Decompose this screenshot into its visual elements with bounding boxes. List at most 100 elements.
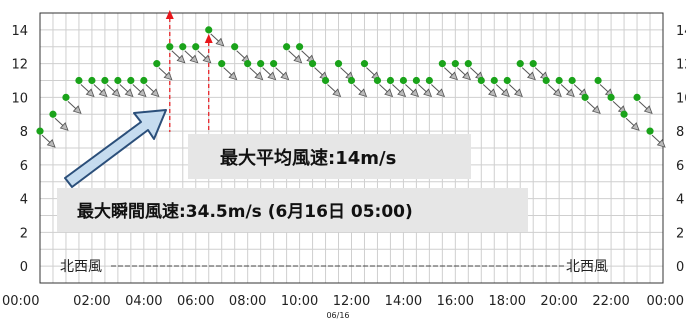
wind-arrow — [41, 134, 56, 148]
y-tick-label: 12 — [11, 58, 28, 73]
data-point — [568, 76, 576, 85]
wind-arrow-head — [358, 88, 368, 98]
wind-arrow — [119, 84, 134, 98]
y-tick-label: 6 — [20, 159, 28, 174]
data-point — [231, 43, 239, 51]
x-tick-label: 18:00 — [489, 294, 526, 309]
wind-arrow-shaft — [599, 84, 609, 93]
wind-arrow-head — [643, 105, 653, 114]
data-point — [594, 76, 602, 85]
wind-arrow — [93, 84, 108, 98]
wind-arrow — [132, 84, 147, 98]
x-tick-label: 08:00 — [229, 294, 266, 309]
x-tick-label: 04:00 — [125, 294, 162, 309]
annotation-gust-bg — [57, 188, 528, 232]
wind-arrow — [495, 84, 510, 98]
y-tick-label: 2 — [20, 226, 28, 241]
data-point — [399, 76, 408, 85]
wind-arrow-shaft — [418, 84, 427, 93]
gust-triangle — [165, 10, 174, 19]
wind-arrow-shaft — [456, 67, 466, 76]
data-point — [244, 60, 252, 68]
wind-arrow-shaft — [197, 50, 206, 59]
data-point — [412, 76, 420, 85]
y-tick-label-right: 12 — [676, 58, 686, 73]
y-tick-label-right: 4 — [676, 193, 684, 208]
wind-arrow-head — [462, 71, 471, 81]
wind-arrow-shaft — [184, 50, 193, 59]
wind-arrow-head — [410, 88, 420, 98]
wind-arrow — [288, 50, 303, 64]
data-point — [581, 93, 589, 101]
wind-arrow-head — [267, 71, 277, 81]
y-tick-label: 10 — [11, 91, 28, 106]
wind-arrow-shaft — [132, 84, 142, 93]
annotation-gust-text: 最大瞬間風速:34.5m/s (6月16日 05:00) — [77, 201, 413, 222]
x-axis: 00:00 02:00 04:00 06:00 08:00 10:00 12:00 14:00… — [2, 294, 684, 309]
x-tick-label: 06:00 — [177, 294, 214, 309]
y-tick-label-right: 8 — [676, 125, 684, 140]
wind-arrow-shaft — [534, 67, 544, 76]
data-point — [308, 60, 317, 68]
y-tick-label-right: 6 — [676, 159, 684, 174]
wind-arrow-shaft — [547, 84, 557, 93]
wind-arrow-shaft — [366, 67, 375, 76]
wind-arrow-shaft — [301, 50, 310, 59]
wind-arrow — [418, 84, 433, 98]
wind-arrow-head — [488, 88, 497, 98]
data-point — [646, 127, 654, 135]
wind-arrow-shaft — [612, 101, 622, 109]
y-tick-label-right: 2 — [676, 226, 684, 241]
wind-arrow-head — [189, 54, 199, 64]
y-tick-label: 0 — [20, 260, 28, 275]
x-tick-label: 00:00 — [647, 294, 684, 309]
wind-arrow-shaft — [223, 67, 232, 76]
data-point — [516, 60, 524, 68]
y-axis-right: 0 2 4 6 8 10 12 14 — [676, 24, 686, 275]
date-label: 06/16 — [326, 311, 349, 320]
wind-arrow-shaft — [508, 84, 518, 93]
wind-arrow-shaft — [379, 84, 388, 93]
data-point — [179, 43, 187, 51]
data-point — [620, 110, 628, 118]
y-tick-label: 4 — [20, 193, 28, 208]
wind-arrow-shaft — [495, 84, 505, 93]
wind-arrow-head — [397, 88, 407, 98]
wind-arrow — [223, 67, 238, 81]
wind-arrow-head — [202, 54, 212, 64]
wind-arrow — [521, 67, 536, 81]
wind-arrow — [625, 117, 640, 131]
wind-arrow — [547, 84, 562, 98]
data-point — [114, 76, 122, 85]
pointer-arrow-shape — [64, 109, 167, 188]
wind-arrow — [392, 84, 407, 98]
y-tick-label-right: 14 — [676, 24, 686, 39]
wind-arrow-shaft — [521, 67, 531, 76]
data-point — [257, 60, 265, 68]
data-point — [373, 76, 382, 85]
wind-arrow-head — [111, 88, 121, 98]
data-point — [477, 76, 485, 85]
y-tick-label-right: 0 — [676, 260, 684, 275]
wind-arrow-head — [293, 54, 303, 64]
wind-arrow-shaft — [171, 50, 180, 59]
annotation-mean-text: 最大平均風速:14m/s — [220, 147, 396, 169]
wind-arrow-head — [124, 88, 134, 98]
x-tick-label: 10:00 — [281, 294, 318, 309]
wind-arrow-shaft — [405, 84, 414, 93]
wind-arrow — [431, 84, 446, 98]
wind-arrow — [158, 67, 173, 81]
wind-arrow-head — [137, 88, 147, 98]
data-point — [438, 60, 446, 68]
wind-arrow-shaft — [249, 67, 258, 76]
wind-arrow-shaft — [482, 84, 492, 93]
wind-arrow-head — [526, 71, 536, 81]
wind-arrow-head — [228, 71, 238, 81]
wind-arrow — [275, 67, 290, 81]
wind-arrow-shaft — [210, 33, 219, 42]
wind-arrow — [353, 84, 368, 98]
wind-arrow-head — [565, 88, 575, 98]
wind-arrow — [106, 84, 121, 98]
wind-arrow — [262, 67, 277, 81]
wind-arrow-head — [163, 71, 173, 81]
